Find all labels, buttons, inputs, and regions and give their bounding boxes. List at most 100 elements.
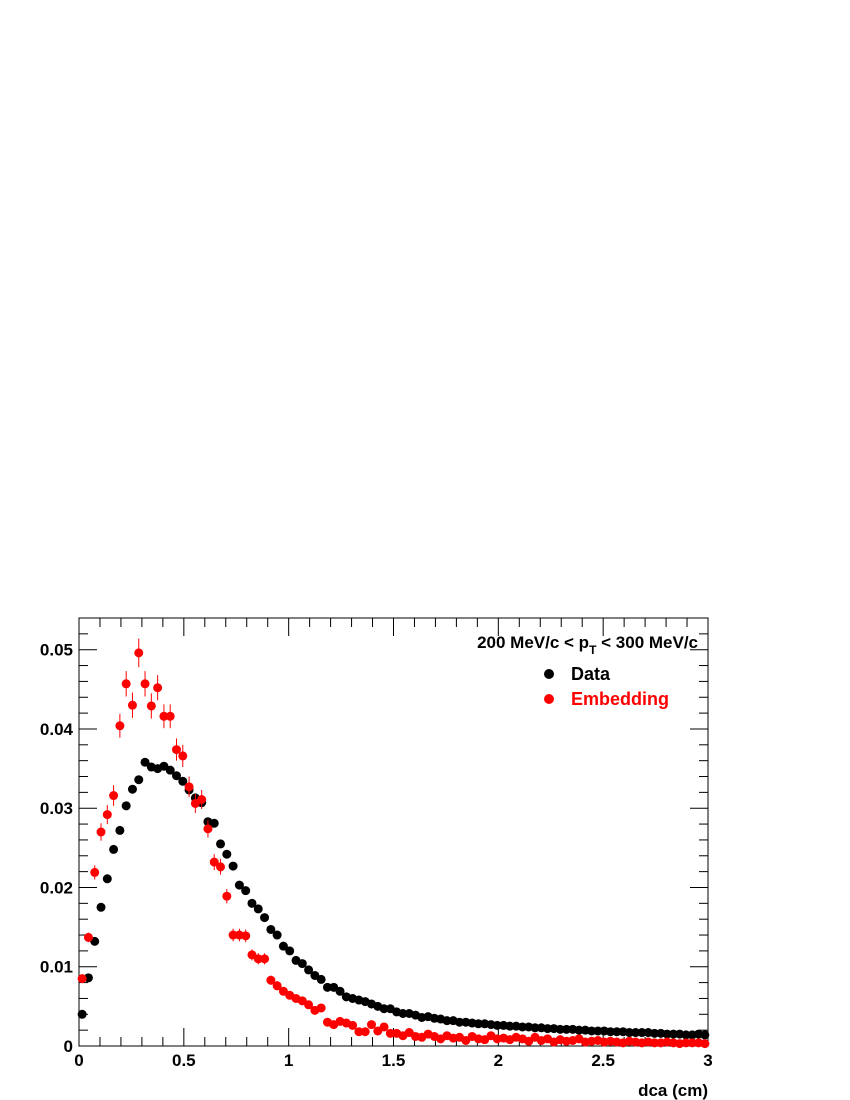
data-point	[178, 776, 188, 786]
data-point	[134, 648, 144, 658]
x-tick-label: 2	[494, 1051, 503, 1070]
data-point	[77, 1009, 87, 1019]
data-point	[297, 959, 307, 969]
data-point	[304, 965, 314, 975]
data-point	[606, 1027, 616, 1037]
data-point	[505, 1021, 515, 1031]
data-point	[102, 810, 112, 820]
data-point	[593, 1026, 603, 1036]
data-point	[209, 818, 219, 828]
data-point	[216, 839, 226, 849]
data-point	[203, 824, 213, 834]
data-point	[272, 930, 282, 940]
chart-header: 200 MeV/c < pT < 300 MeV/c	[477, 633, 698, 657]
data-point	[681, 1030, 691, 1040]
data-point	[234, 880, 244, 890]
data-point	[272, 981, 282, 991]
legend-marker-data	[544, 669, 554, 679]
data-point	[624, 1028, 634, 1038]
header-part1: 200 MeV/c < p	[477, 633, 589, 652]
data-point	[228, 861, 238, 871]
series-embedding	[77, 638, 710, 1049]
data-marks	[77, 638, 710, 1049]
y-tick-label: 0.02	[40, 878, 73, 897]
data-point	[650, 1028, 660, 1038]
data-point	[316, 1003, 326, 1013]
data-point	[278, 941, 288, 951]
data-point	[587, 1026, 597, 1036]
data-point	[398, 1009, 408, 1019]
data-point	[700, 1030, 710, 1040]
data-point	[348, 1020, 358, 1030]
data-point	[121, 801, 131, 811]
data-point	[96, 827, 106, 837]
data-point	[681, 1038, 691, 1048]
data-point	[178, 751, 188, 761]
data-point	[115, 825, 125, 835]
data-point	[442, 1016, 452, 1026]
data-point	[115, 721, 125, 731]
legend-label-data: Data	[571, 664, 611, 684]
data-point	[222, 849, 232, 859]
data-point	[335, 986, 345, 996]
data-point	[473, 1019, 483, 1029]
data-point	[662, 1029, 672, 1039]
y-tick-label: 0.01	[40, 958, 73, 977]
data-point	[109, 791, 119, 801]
data-point	[322, 982, 332, 992]
data-point	[83, 932, 93, 942]
plot-frame	[78, 617, 709, 1047]
legend-marker-embedding	[544, 694, 554, 704]
data-point	[360, 1027, 370, 1037]
data-point	[517, 1022, 527, 1032]
series-data	[77, 757, 710, 1040]
x-tick-label: 1	[284, 1051, 293, 1070]
x-tick-label: 2.5	[591, 1051, 615, 1070]
data-point	[96, 902, 106, 912]
data-point	[304, 1000, 314, 1010]
data-point	[216, 862, 226, 872]
data-point	[650, 1038, 660, 1048]
y-tick-label: 0.05	[40, 641, 73, 660]
data-point	[631, 1028, 641, 1038]
data-point	[253, 904, 263, 914]
axis-ticks	[78, 617, 709, 1047]
legend: Data Embedding	[544, 664, 669, 709]
data-point	[171, 771, 181, 781]
x-tick-label: 1.5	[382, 1051, 406, 1070]
data-point	[316, 974, 326, 984]
data-point	[197, 795, 207, 805]
data-point	[102, 874, 112, 884]
data-point	[266, 975, 276, 985]
data-point	[140, 679, 150, 689]
data-point	[90, 867, 100, 877]
data-point	[385, 1028, 395, 1038]
data-point	[668, 1029, 678, 1039]
data-point	[171, 745, 181, 755]
data-point	[561, 1024, 571, 1034]
data-point	[228, 930, 238, 940]
tick-labels: 0 0.5 1 1.5 2 2.5 3 0 0.01 0.02 0.03 0.04 0.05	[40, 641, 713, 1070]
data-point	[121, 679, 131, 689]
data-point	[159, 711, 169, 721]
data-point	[165, 765, 175, 775]
x-tick-label: 0.5	[172, 1051, 196, 1070]
x-tick-label: 3	[703, 1051, 712, 1070]
data-point	[700, 1039, 710, 1049]
data-point	[241, 886, 251, 896]
data-point	[530, 1023, 540, 1033]
data-point	[266, 924, 276, 934]
data-point	[146, 701, 156, 711]
data-point	[127, 700, 137, 710]
data-point	[253, 954, 263, 964]
data-point	[285, 946, 295, 956]
y-tick-label: 0.03	[40, 799, 73, 818]
data-point	[574, 1025, 584, 1035]
data-point	[247, 898, 257, 908]
x-axis-title: dca (cm)	[638, 1081, 708, 1100]
data-point	[612, 1027, 622, 1037]
data-point	[379, 1004, 389, 1014]
data-point	[354, 1027, 364, 1037]
data-point	[492, 1020, 502, 1030]
